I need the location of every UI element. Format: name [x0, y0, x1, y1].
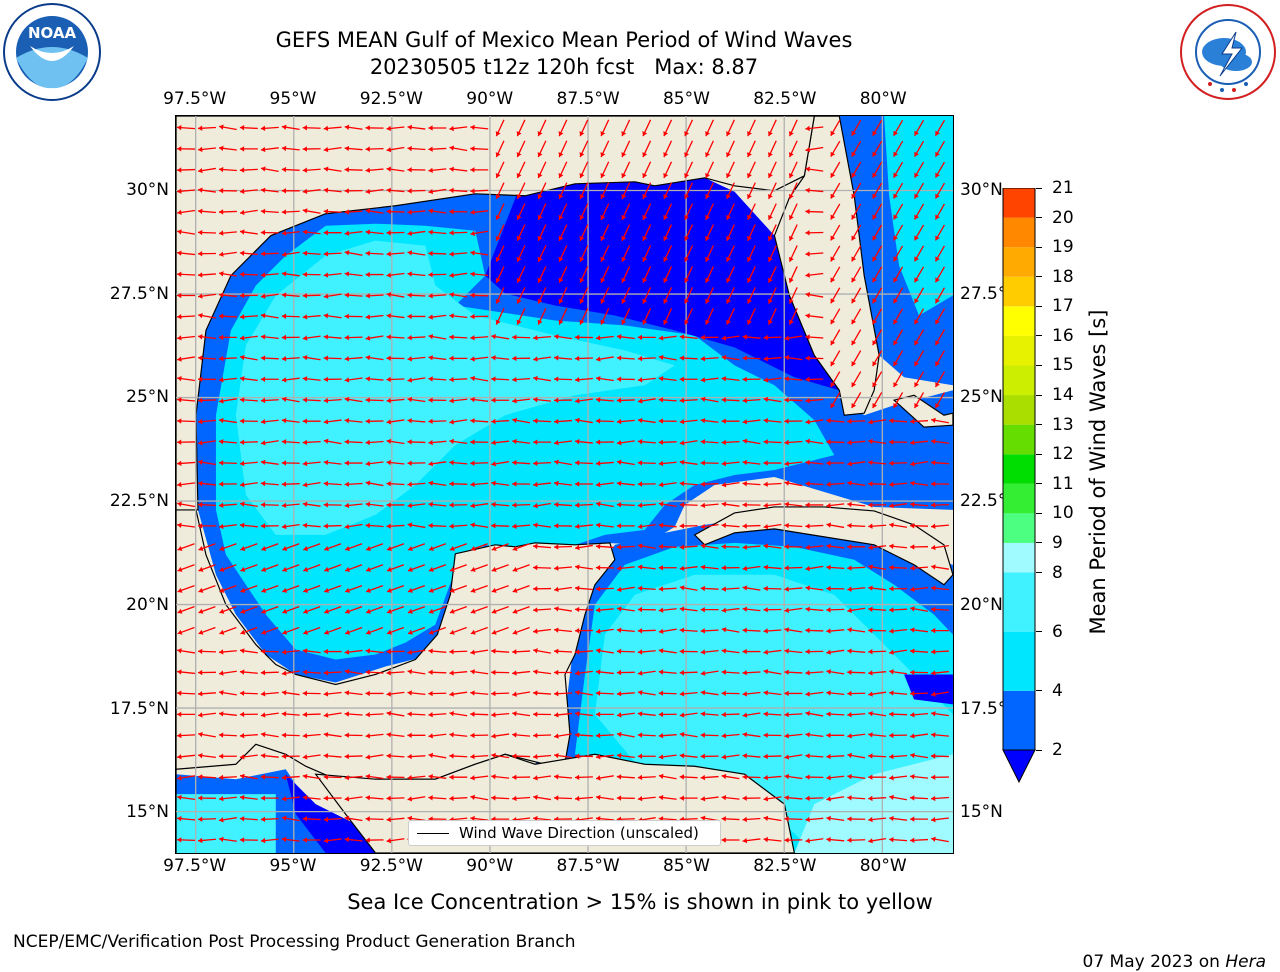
colorbar-swatch	[1003, 188, 1035, 218]
colorbar-tick-label: 17	[1052, 296, 1074, 316]
colorbar-swatch	[1003, 247, 1035, 277]
latitude-label: 30°N	[89, 180, 169, 200]
colorbar-tick-mark	[1036, 306, 1042, 307]
longitude-label: 80°W	[860, 856, 907, 876]
colorbar-swatch	[1003, 425, 1035, 455]
colorbar-swatch	[1003, 691, 1035, 750]
legend-line-sample	[417, 833, 449, 834]
longitude-label: 90°W	[466, 89, 513, 109]
colorbar-tick-label: 14	[1052, 385, 1074, 405]
colorbar-swatch	[1003, 306, 1035, 336]
nws-logo	[1178, 2, 1278, 102]
colorbar-tick-mark	[1036, 513, 1042, 514]
colorbar-tick-label: 11	[1052, 474, 1074, 494]
colorbar-tick-mark	[1036, 217, 1042, 218]
chart-subtitle: 20230505 t12z 120h fcst Max: 8.87	[0, 55, 1128, 79]
longitude-label: 92.5°W	[360, 89, 423, 109]
colorbar-tick-mark	[1036, 335, 1042, 336]
colorbar-tick-mark	[1036, 395, 1042, 396]
colorbar-tick-label: 8	[1052, 563, 1063, 583]
colorbar-tick-label: 16	[1052, 326, 1074, 346]
colorbar-tick-label: 15	[1052, 355, 1074, 375]
colorbar-tick-mark	[1036, 631, 1042, 632]
longitude-label: 87.5°W	[557, 856, 620, 876]
footer-date-text: 07 May 2023 on	[1083, 952, 1226, 972]
longitude-label: 85°W	[663, 89, 710, 109]
footer-date: 07 May 2023 on Hera	[1072, 932, 1266, 972]
colorbar-swatch	[1003, 365, 1035, 395]
colorbar-swatch	[1003, 336, 1035, 366]
colorbar-tick-mark	[1036, 424, 1042, 425]
colorbar	[1002, 188, 1034, 784]
latitude-label: 30°N	[960, 180, 1003, 200]
colorbar-tick-label: 21	[1052, 178, 1074, 198]
longitude-label: 82.5°W	[753, 89, 816, 109]
pacific-cyan	[176, 794, 276, 853]
colorbar-tick-mark	[1036, 750, 1042, 751]
noaa-logo: NOAA	[2, 2, 102, 102]
footer-machine: Hera	[1225, 952, 1266, 972]
latitude-label: 22.5°N	[89, 491, 169, 511]
colorbar-tick-mark	[1036, 483, 1042, 484]
longitude-label: 85°W	[663, 856, 710, 876]
colorbar-tick-mark	[1036, 542, 1042, 543]
longitude-label: 95°W	[270, 856, 317, 876]
latitude-label: 17.5°N	[89, 699, 169, 719]
colorbar-tick-label: 12	[1052, 444, 1074, 464]
colorbar-tick-label: 9	[1052, 533, 1063, 553]
latitude-label: 20°N	[960, 595, 1003, 615]
latitude-label: 15°N	[89, 802, 169, 822]
colorbar-swatch	[1003, 277, 1035, 307]
longitude-label: 82.5°W	[753, 856, 816, 876]
longitude-label: 92.5°W	[360, 856, 423, 876]
colorbar-swatch	[1003, 218, 1035, 248]
map-panel: Wind Wave Direction (unscaled)	[175, 115, 954, 854]
colorbar-swatch	[1003, 543, 1035, 573]
footer-branch: NCEP/EMC/Verification Post Processing Pr…	[13, 932, 576, 952]
colorbar-tick-mark	[1036, 454, 1042, 455]
map-legend: Wind Wave Direction (unscaled)	[408, 820, 721, 846]
colorbar-tick-label: 18	[1052, 267, 1074, 287]
legend-label: Wind Wave Direction (unscaled)	[459, 824, 699, 842]
colorbar-extend-triangle	[1003, 750, 1035, 782]
latitude-label: 15°N	[960, 802, 1003, 822]
colorbar-tick-mark	[1036, 247, 1042, 248]
chart-title: GEFS MEAN Gulf of Mexico Mean Period of …	[0, 28, 1128, 52]
colorbar-swatch	[1003, 454, 1035, 484]
latitude-label: 20°N	[89, 595, 169, 615]
colorbar-swatch	[1003, 513, 1035, 543]
latitude-label: 25°N	[89, 387, 169, 407]
longitude-label: 80°W	[860, 89, 907, 109]
colorbar-tick-label: 10	[1052, 503, 1074, 523]
longitude-label: 90°W	[466, 856, 513, 876]
colorbar-swatch	[1003, 573, 1035, 632]
sea-ice-note: Sea Ice Concentration > 15% is shown in …	[0, 890, 1280, 914]
longitude-label: 95°W	[270, 89, 317, 109]
longitude-label: 97.5°W	[163, 89, 226, 109]
colorbar-tick-label: 19	[1052, 237, 1074, 257]
longitude-label: 87.5°W	[557, 89, 620, 109]
colorbar-tick-label: 20	[1052, 208, 1074, 228]
colorbar-tick-mark	[1036, 690, 1042, 691]
colorbar-swatch	[1003, 395, 1035, 425]
latitude-label: 27.5°N	[89, 284, 169, 304]
colorbar-tick-mark	[1036, 188, 1042, 189]
colorbar-swatch	[1003, 484, 1035, 514]
longitude-label: 97.5°W	[163, 856, 226, 876]
colorbar-tick-label: 13	[1052, 415, 1074, 435]
colorbar-swatch	[1003, 632, 1035, 691]
colorbar-tick-label: 2	[1052, 740, 1063, 760]
colorbar-tick-mark	[1036, 572, 1042, 573]
colorbar-label: Mean Period of Wind Waves [s]	[1086, 310, 1110, 635]
colorbar-tick-mark	[1036, 365, 1042, 366]
gulf-map	[176, 116, 953, 853]
latitude-label: 25°N	[960, 387, 1003, 407]
colorbar-tick-label: 6	[1052, 622, 1063, 642]
colorbar-tick-label: 4	[1052, 681, 1063, 701]
colorbar-swatches	[1002, 188, 1036, 784]
colorbar-tick-mark	[1036, 276, 1042, 277]
